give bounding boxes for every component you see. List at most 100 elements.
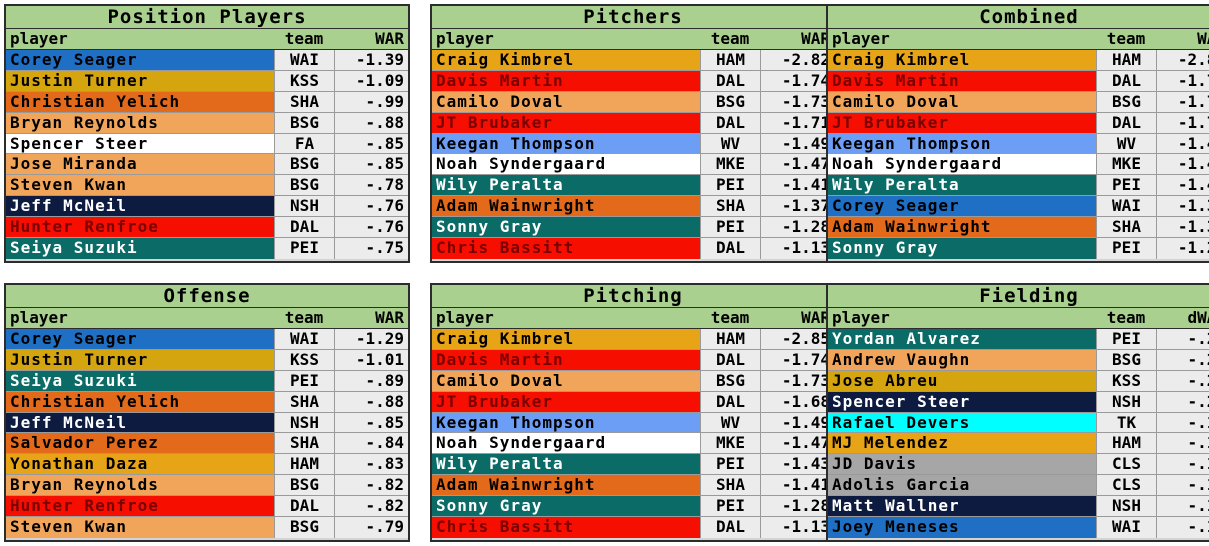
player-name: Sonny Gray	[828, 238, 1096, 259]
player-name: Jeff McNeil	[6, 196, 274, 217]
team-code: WV	[1096, 133, 1156, 154]
war-value: -1.74	[760, 349, 834, 370]
team-code: KSS	[1096, 370, 1156, 391]
war-value: -.26	[1156, 349, 1209, 370]
player-name: Seiya Suzuki	[6, 370, 274, 391]
table-row: Christian Yelich SHA -.99	[6, 91, 408, 113]
war-value: -1.47	[1156, 154, 1209, 175]
player-name: Wily Peralta	[828, 175, 1096, 196]
team-code: SHA	[700, 475, 760, 496]
war-value: -.85	[334, 154, 408, 175]
player-name: Joey Meneses	[828, 517, 1096, 538]
team-code: PEI	[700, 454, 760, 475]
team-code: DAL	[700, 238, 760, 259]
table-row: Hunter Renfroe DAL -.76	[6, 217, 408, 239]
table-row: Christian Yelich SHA -.88	[6, 391, 408, 413]
player-name: Chris Bassitt	[432, 238, 700, 259]
war-value: -1.39	[1156, 196, 1209, 217]
war-value: -1.41	[760, 475, 834, 496]
war-value: -.82	[334, 475, 408, 496]
war-value: -.28	[1156, 329, 1209, 349]
leaderboard-panel-pitchers: Pitchers player team WAR Craig Kimbrel HAM -2.…	[430, 4, 836, 263]
player-name: Justin Turner	[6, 349, 274, 370]
table-row: Jeff McNeil NSH -.85	[6, 412, 408, 434]
team-code: MKE	[700, 433, 760, 454]
team-code: SHA	[274, 91, 334, 112]
war-value: -1.37	[1156, 217, 1209, 238]
player-name: Craig Kimbrel	[828, 50, 1096, 70]
player-name: Steven Kwan	[6, 517, 274, 538]
player-name: Christian Yelich	[6, 91, 274, 112]
player-name: JT Brubaker	[432, 391, 700, 412]
player-column-header: player	[10, 308, 68, 327]
war-value: -1.71	[1156, 112, 1209, 133]
team-column-header: team	[284, 29, 324, 48]
team-code: NSH	[1096, 496, 1156, 517]
war-value: -.88	[334, 391, 408, 412]
team-code: DAL	[700, 517, 760, 538]
player-name: Justin Turner	[6, 70, 274, 91]
team-code: CLS	[1096, 454, 1156, 475]
war-value: -1.28	[760, 496, 834, 517]
war-value: -1.71	[760, 112, 834, 133]
team-code: SHA	[1096, 217, 1156, 238]
war-value: -1.68	[760, 391, 834, 412]
war-value: -1.49	[760, 412, 834, 433]
war-value: -1.73	[1156, 91, 1209, 112]
war-value: -.83	[334, 454, 408, 475]
player-name: Noah Syndergaard	[432, 433, 700, 454]
war-value: -.85	[334, 412, 408, 433]
panel-title: Offense	[6, 285, 408, 308]
war-value: -1.74	[760, 70, 834, 91]
player-name: Adam Wainwright	[432, 475, 700, 496]
table-row: Chris Bassitt DAL -1.13	[432, 517, 834, 538]
table-row: Justin Turner KSS -1.01	[6, 349, 408, 371]
table-row: Bryan Reynolds BSG -.88	[6, 112, 408, 134]
team-code: BSG	[274, 112, 334, 133]
team-code: BSG	[274, 475, 334, 496]
war-value: -.82	[334, 496, 408, 517]
team-code: NSH	[274, 196, 334, 217]
table-row: Salvador Perez SHA -.84	[6, 433, 408, 455]
team-code: HAM	[274, 454, 334, 475]
war-value: -.14	[1156, 517, 1209, 538]
player-name: Noah Syndergaard	[432, 154, 700, 175]
player-name: Hunter Renfroe	[6, 496, 274, 517]
player-column-header: player	[10, 29, 68, 48]
team-code: PEI	[1096, 329, 1156, 349]
team-code: PEI	[700, 175, 760, 196]
player-column-header: player	[436, 29, 494, 48]
player-name: Adolis Garcia	[828, 475, 1096, 496]
team-code: SHA	[274, 433, 334, 454]
table-header-row: player team WAR	[432, 29, 834, 50]
war-value: -.76	[334, 217, 408, 238]
war-value: -.19	[1156, 412, 1209, 433]
war-value: -.17	[1156, 454, 1209, 475]
panel-title: Pitching	[432, 285, 834, 308]
team-code: BSG	[274, 154, 334, 175]
player-name: Yordan Alvarez	[828, 329, 1096, 349]
team-code: DAL	[700, 70, 760, 91]
war-value: -1.73	[760, 370, 834, 391]
player-name: Wily Peralta	[432, 175, 700, 196]
table-row: Adam Wainwright SHA -1.41	[432, 475, 834, 497]
panel-title: Position Players	[6, 6, 408, 29]
table-row: Hunter Renfroe DAL -.82	[6, 496, 408, 518]
player-name: Andrew Vaughn	[828, 349, 1096, 370]
table-row: Wily Peralta PEI -1.43	[432, 454, 834, 476]
player-name: Keegan Thompson	[432, 412, 700, 433]
